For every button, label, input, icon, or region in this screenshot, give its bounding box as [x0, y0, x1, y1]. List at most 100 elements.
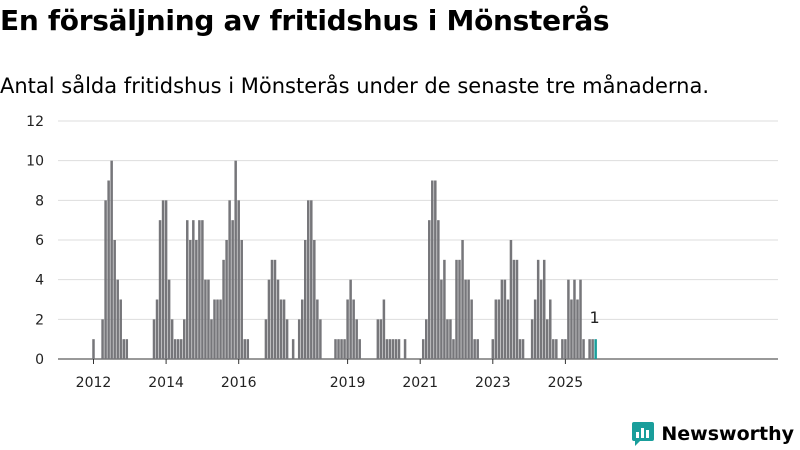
bar: [349, 279, 352, 359]
bar: [119, 299, 122, 359]
y-tick-label: 0: [35, 352, 44, 368]
bar: [536, 259, 540, 359]
bar: [494, 299, 498, 359]
bar: [346, 299, 349, 359]
y-tick-label: 8: [35, 193, 44, 209]
bar: [425, 319, 428, 359]
bar: [246, 339, 250, 359]
bar: [300, 299, 304, 359]
bar: [122, 339, 125, 359]
bar: [515, 259, 519, 359]
bar: [512, 259, 516, 359]
bar: [304, 240, 307, 359]
bar: [125, 339, 129, 359]
bar: [334, 339, 337, 359]
bar: [576, 299, 579, 359]
bar: [243, 339, 246, 359]
bar: [316, 299, 319, 359]
y-tick-label: 2: [35, 312, 44, 328]
x-tick-label: 2014: [148, 375, 184, 391]
bar: [204, 279, 207, 359]
bar: [358, 339, 361, 359]
bar: [564, 339, 567, 359]
bar: [313, 240, 316, 359]
x-tick-label: 2019: [330, 375, 366, 391]
bar: [216, 299, 219, 359]
bar: [476, 339, 479, 359]
bar: [503, 279, 507, 359]
bar: [307, 200, 310, 359]
bar: [533, 299, 537, 359]
bar: [542, 259, 546, 359]
bar: [455, 259, 458, 359]
bar: [240, 240, 243, 359]
y-axis: 0 2 4 6 8 10 12: [26, 114, 44, 368]
bar: [282, 299, 286, 359]
newsworthy-logo-icon: [632, 422, 655, 446]
x-tick-label: 2023: [475, 375, 511, 391]
bar: [491, 339, 495, 359]
bar: [104, 200, 107, 359]
bar: [539, 279, 543, 359]
x-tick-label: 2012: [76, 375, 112, 391]
bar: [170, 319, 174, 359]
bar: [107, 180, 110, 359]
bar: [176, 339, 180, 359]
bar: [267, 279, 271, 359]
bar: [443, 259, 446, 359]
brand-logo: Newsworthy: [631, 420, 794, 448]
bar: [582, 339, 585, 359]
bar: [397, 339, 401, 359]
bar: [561, 339, 564, 359]
bar: [273, 259, 277, 359]
bar: [379, 319, 383, 359]
bar: [473, 339, 476, 359]
bar: [521, 339, 525, 359]
bar: [198, 220, 201, 359]
bar: [579, 279, 582, 359]
bar: [591, 339, 594, 359]
brand-name: Newsworthy: [661, 423, 794, 445]
bar: [446, 319, 449, 359]
bar: [183, 319, 186, 359]
bar: [385, 339, 389, 359]
data-label: 1: [590, 308, 600, 327]
bar: [192, 220, 195, 359]
bar: [403, 339, 407, 359]
bar: [285, 319, 289, 359]
bar: [421, 339, 425, 359]
bar: [518, 339, 522, 359]
bar: [431, 180, 434, 359]
bar: [552, 339, 555, 359]
annotations: 1: [590, 308, 600, 327]
bar: [437, 220, 440, 359]
bar: [225, 240, 228, 359]
bar: [113, 240, 116, 359]
bar: [179, 339, 183, 359]
bar: [228, 200, 231, 359]
bar: [509, 240, 513, 359]
x-tick-label: 2025: [548, 375, 584, 391]
bar: [270, 259, 274, 359]
y-tick-label: 6: [35, 233, 44, 249]
bar: [101, 319, 104, 359]
bar: [464, 279, 467, 359]
bar: [207, 279, 210, 359]
bar: [434, 180, 437, 359]
bar: [470, 299, 473, 359]
x-tick-label: 2016: [221, 375, 257, 391]
chart-title: En försäljning av fritidshus i Mönsterås: [0, 4, 610, 37]
bar: [546, 319, 549, 359]
bar: [201, 220, 204, 359]
bar: [291, 339, 295, 359]
bar: [279, 299, 283, 359]
bar: [152, 319, 156, 359]
bar: [213, 299, 216, 359]
bar: [567, 279, 570, 359]
bar: [355, 319, 358, 359]
bar: [231, 220, 234, 359]
y-tick-label: 4: [35, 273, 44, 289]
bar: [337, 339, 340, 359]
bar: [461, 240, 464, 359]
